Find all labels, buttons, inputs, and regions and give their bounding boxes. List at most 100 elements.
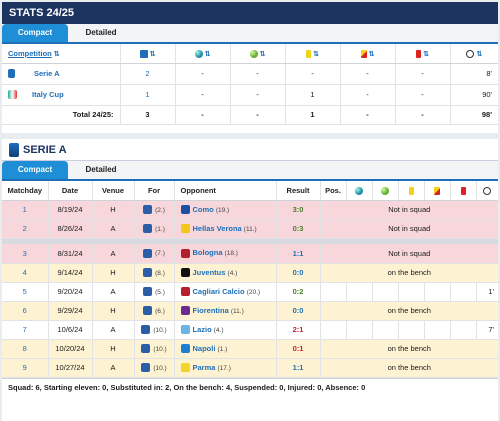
- match-result-link[interactable]: 0:1: [292, 344, 304, 353]
- match-row: 3 8/31/24 A (7.) Bologna (18.) 1:1 Not i…: [2, 244, 498, 264]
- serie-a-tabs: Compact Detailed: [2, 161, 498, 181]
- opponent-rank: (18.): [224, 250, 238, 258]
- matchday-link[interactable]: 9: [2, 358, 49, 378]
- minutes-played: 1': [476, 282, 498, 302]
- match-status: Not in squad: [320, 244, 498, 264]
- opponent-rank: (11.): [230, 307, 244, 315]
- match-date: 8/19/24: [48, 200, 93, 220]
- stats-table: Competition ⇅ ⇅ ⇅ ⇅ ⇅ ⇅ ⇅ ⇅ Serie A 2 - -…: [2, 44, 498, 125]
- red-card-header: [450, 181, 477, 201]
- team-rank: (6.): [155, 307, 165, 315]
- team-rank: (10.): [153, 326, 167, 334]
- stats-title: STATS 24/25: [9, 7, 75, 19]
- opponent-link[interactable]: Napoli: [192, 343, 216, 353]
- position-header: Pos.: [320, 181, 347, 201]
- team-crest-icon: [143, 306, 153, 316]
- opponent-rank: (19.): [215, 206, 230, 214]
- opponent-link[interactable]: Como: [192, 204, 214, 214]
- match-result-link[interactable]: 1:1: [292, 363, 304, 372]
- yellow-red-card-header[interactable]: ⇅: [340, 44, 396, 64]
- for-header: For: [134, 181, 175, 201]
- match-date: 10/20/24: [48, 339, 93, 359]
- match-result-link[interactable]: 0:2: [292, 287, 304, 296]
- match-result-link[interactable]: 3:0: [292, 205, 304, 214]
- opponent-crest-icon: [180, 249, 190, 258]
- assist-icon: [381, 186, 389, 195]
- venue-header: Venue: [92, 181, 135, 201]
- match-result-link[interactable]: 0:0: [292, 306, 304, 315]
- opponent-crest-icon: [180, 306, 190, 316]
- match-venue: A: [92, 358, 135, 378]
- tab-detailed[interactable]: Detailed: [85, 28, 117, 37]
- matchday-link[interactable]: 7: [2, 320, 49, 340]
- opponent-link[interactable]: Lazio: [192, 324, 212, 334]
- match-date: 9/20/24: [48, 282, 93, 302]
- row-separator: [2, 238, 498, 244]
- stats-row-serie-a: Serie A 2 - - - - - 8': [2, 63, 498, 85]
- match-result-link[interactable]: 0:3: [292, 224, 304, 233]
- opponent-link[interactable]: Bologna: [192, 248, 223, 258]
- matchday-link[interactable]: 6: [2, 301, 49, 321]
- serie-a-table: Matchday Date Venue For Opponent Result …: [2, 181, 498, 378]
- yellow-card-header: [398, 181, 425, 201]
- competition-link[interactable]: Italy Cup: [32, 89, 64, 99]
- opponent-crest-icon: [180, 363, 190, 373]
- match-venue: H: [92, 301, 135, 321]
- minutes-header: [476, 181, 498, 201]
- opponent-link[interactable]: Hellas Verona: [192, 223, 242, 233]
- match-venue: A: [92, 244, 135, 264]
- clock-icon: [483, 186, 492, 195]
- clock-icon: [466, 49, 475, 58]
- opponent-link[interactable]: Cagliari Calcio: [192, 286, 245, 296]
- result-header: Result: [276, 181, 321, 201]
- minutes-header[interactable]: ⇅: [450, 44, 498, 64]
- opponent-link[interactable]: Parma: [192, 362, 216, 372]
- assists-header[interactable]: ⇅: [230, 44, 286, 64]
- stats-card: STATS 24/25 Compact Detailed Competition…: [2, 2, 498, 133]
- goal-icon: [355, 186, 363, 195]
- matchday-link[interactable]: 1: [2, 200, 49, 220]
- opponent-link[interactable]: Fiorentina: [192, 305, 229, 315]
- competition-link[interactable]: Serie A: [34, 68, 60, 78]
- yellow-red-card-icon: [434, 186, 440, 195]
- goals-header: [346, 181, 373, 201]
- matchday-link[interactable]: 3: [2, 244, 49, 264]
- assist-icon: [249, 49, 258, 58]
- match-status: on the bench: [320, 339, 498, 359]
- yellow-card-header[interactable]: ⇅: [285, 44, 341, 64]
- match-venue: H: [92, 339, 135, 359]
- match-result-link[interactable]: 2:1: [292, 325, 304, 334]
- red-card-header[interactable]: ⇅: [395, 44, 451, 64]
- match-result-link[interactable]: 0:0: [292, 268, 304, 277]
- goal-icon: [194, 49, 203, 58]
- tab-compact[interactable]: Compact: [2, 24, 68, 42]
- matchday-link[interactable]: 5: [2, 282, 49, 302]
- match-status: on the bench: [320, 301, 498, 321]
- match-venue: H: [92, 263, 135, 283]
- opponent-rank: (4.): [213, 326, 224, 334]
- match-date: 9/29/24: [48, 301, 93, 321]
- opponent-crest-icon: [180, 268, 190, 278]
- team-rank: (10.): [153, 364, 167, 372]
- team-rank: (7.): [155, 250, 165, 258]
- minutes-played: 7': [476, 320, 498, 340]
- match-venue: A: [92, 282, 135, 302]
- match-venue: A: [92, 219, 135, 239]
- competition-header[interactable]: Competition ⇅: [2, 44, 121, 64]
- matchday-link[interactable]: 8: [2, 339, 49, 359]
- opponent-crest-icon: [180, 224, 190, 234]
- appearances-header[interactable]: ⇅: [120, 44, 176, 64]
- opponent-rank: (17.): [217, 364, 231, 372]
- team-crest-icon: [143, 205, 153, 215]
- opponent-header: Opponent: [174, 181, 277, 201]
- opponent-link[interactable]: Juventus: [192, 267, 226, 277]
- tab-detailed[interactable]: Detailed: [85, 165, 117, 174]
- assists-header: [372, 181, 399, 201]
- goals-header[interactable]: ⇅: [175, 44, 231, 64]
- team-crest-icon: [141, 344, 151, 354]
- match-result-link[interactable]: 1:1: [292, 248, 304, 258]
- matchday-link[interactable]: 4: [2, 263, 49, 283]
- tab-compact[interactable]: Compact: [2, 161, 68, 179]
- matchday-link[interactable]: 2: [2, 219, 49, 239]
- match-date: 10/27/24: [48, 358, 93, 378]
